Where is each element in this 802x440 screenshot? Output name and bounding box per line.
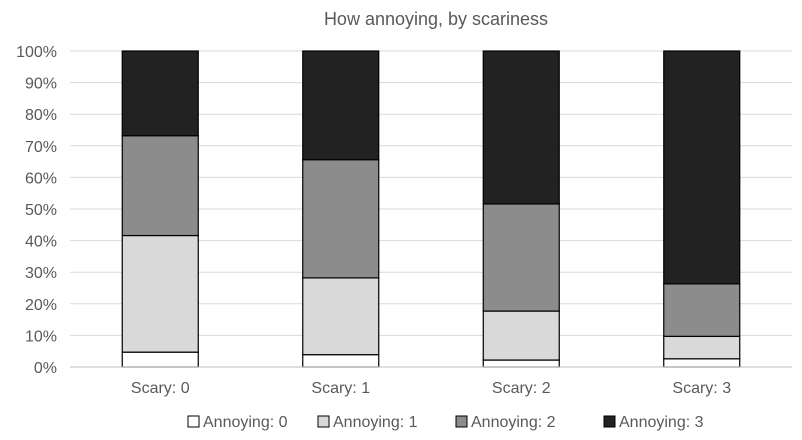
bar-segment xyxy=(302,50,380,161)
x-axis-tick-labels: Scary: 0 Scary: 1 Scary: 2 Scary: 3 xyxy=(131,380,731,397)
bar-segment xyxy=(121,135,199,237)
y-tick-label: 30% xyxy=(25,265,57,282)
y-tick-label: 90% xyxy=(25,76,57,93)
y-tick-label: 70% xyxy=(25,139,57,156)
bar-segment xyxy=(121,234,199,353)
bar-segment xyxy=(302,159,380,279)
y-tick-label: 60% xyxy=(25,170,57,187)
bar-segment xyxy=(663,50,741,285)
x-tick-label: Scary: 3 xyxy=(672,380,731,397)
legend-item[interactable]: Annoying: 0 xyxy=(187,414,288,431)
legend-label: Annoying: 3 xyxy=(619,414,704,431)
y-tick-label: 80% xyxy=(25,107,57,124)
legend-label: Annoying: 1 xyxy=(333,414,418,431)
bars xyxy=(121,50,741,368)
legend-item[interactable]: Annoying: 1 xyxy=(317,414,418,431)
y-tick-label: 20% xyxy=(25,297,57,314)
legend-swatch xyxy=(187,415,200,428)
bar-segment xyxy=(482,359,560,368)
x-tick-label: Scary: 2 xyxy=(492,380,551,397)
bar-segment xyxy=(663,358,741,368)
bar-segment xyxy=(302,354,380,368)
y-tick-label: 40% xyxy=(25,234,57,251)
chart-title: How annoying, by scariness xyxy=(324,9,548,29)
legend-label: Annoying: 2 xyxy=(471,414,556,431)
y-tick-label: 50% xyxy=(25,202,57,219)
y-axis-tick-labels: 0% 10% 20% 30% 40% 50% 60% 70% 80% 90% 100% xyxy=(16,44,57,377)
legend-swatch xyxy=(603,415,616,428)
bar-segment xyxy=(121,50,199,137)
bar-segment xyxy=(663,335,741,360)
bar-segment xyxy=(482,50,560,205)
y-tick-label: 100% xyxy=(16,44,57,61)
legend-swatch xyxy=(455,415,468,428)
legend-item[interactable]: Annoying: 3 xyxy=(603,414,704,431)
bar-segment xyxy=(482,310,560,361)
y-tick-label: 0% xyxy=(34,360,57,377)
bar-segment xyxy=(663,283,741,337)
legend-label: Annoying: 0 xyxy=(203,414,288,431)
bar-segment xyxy=(121,351,199,368)
legend-swatch xyxy=(317,415,330,428)
legend-item[interactable]: Annoying: 2 xyxy=(455,414,556,431)
x-tick-label: Scary: 1 xyxy=(311,380,370,397)
bar-segment xyxy=(302,277,380,356)
y-tick-label: 10% xyxy=(25,328,57,345)
x-tick-label: Scary: 0 xyxy=(131,380,190,397)
bar-segment xyxy=(482,203,560,312)
legend[interactable]: Annoying: 0 Annoying: 1 Annoying: 2 Annoyin… xyxy=(187,414,704,431)
